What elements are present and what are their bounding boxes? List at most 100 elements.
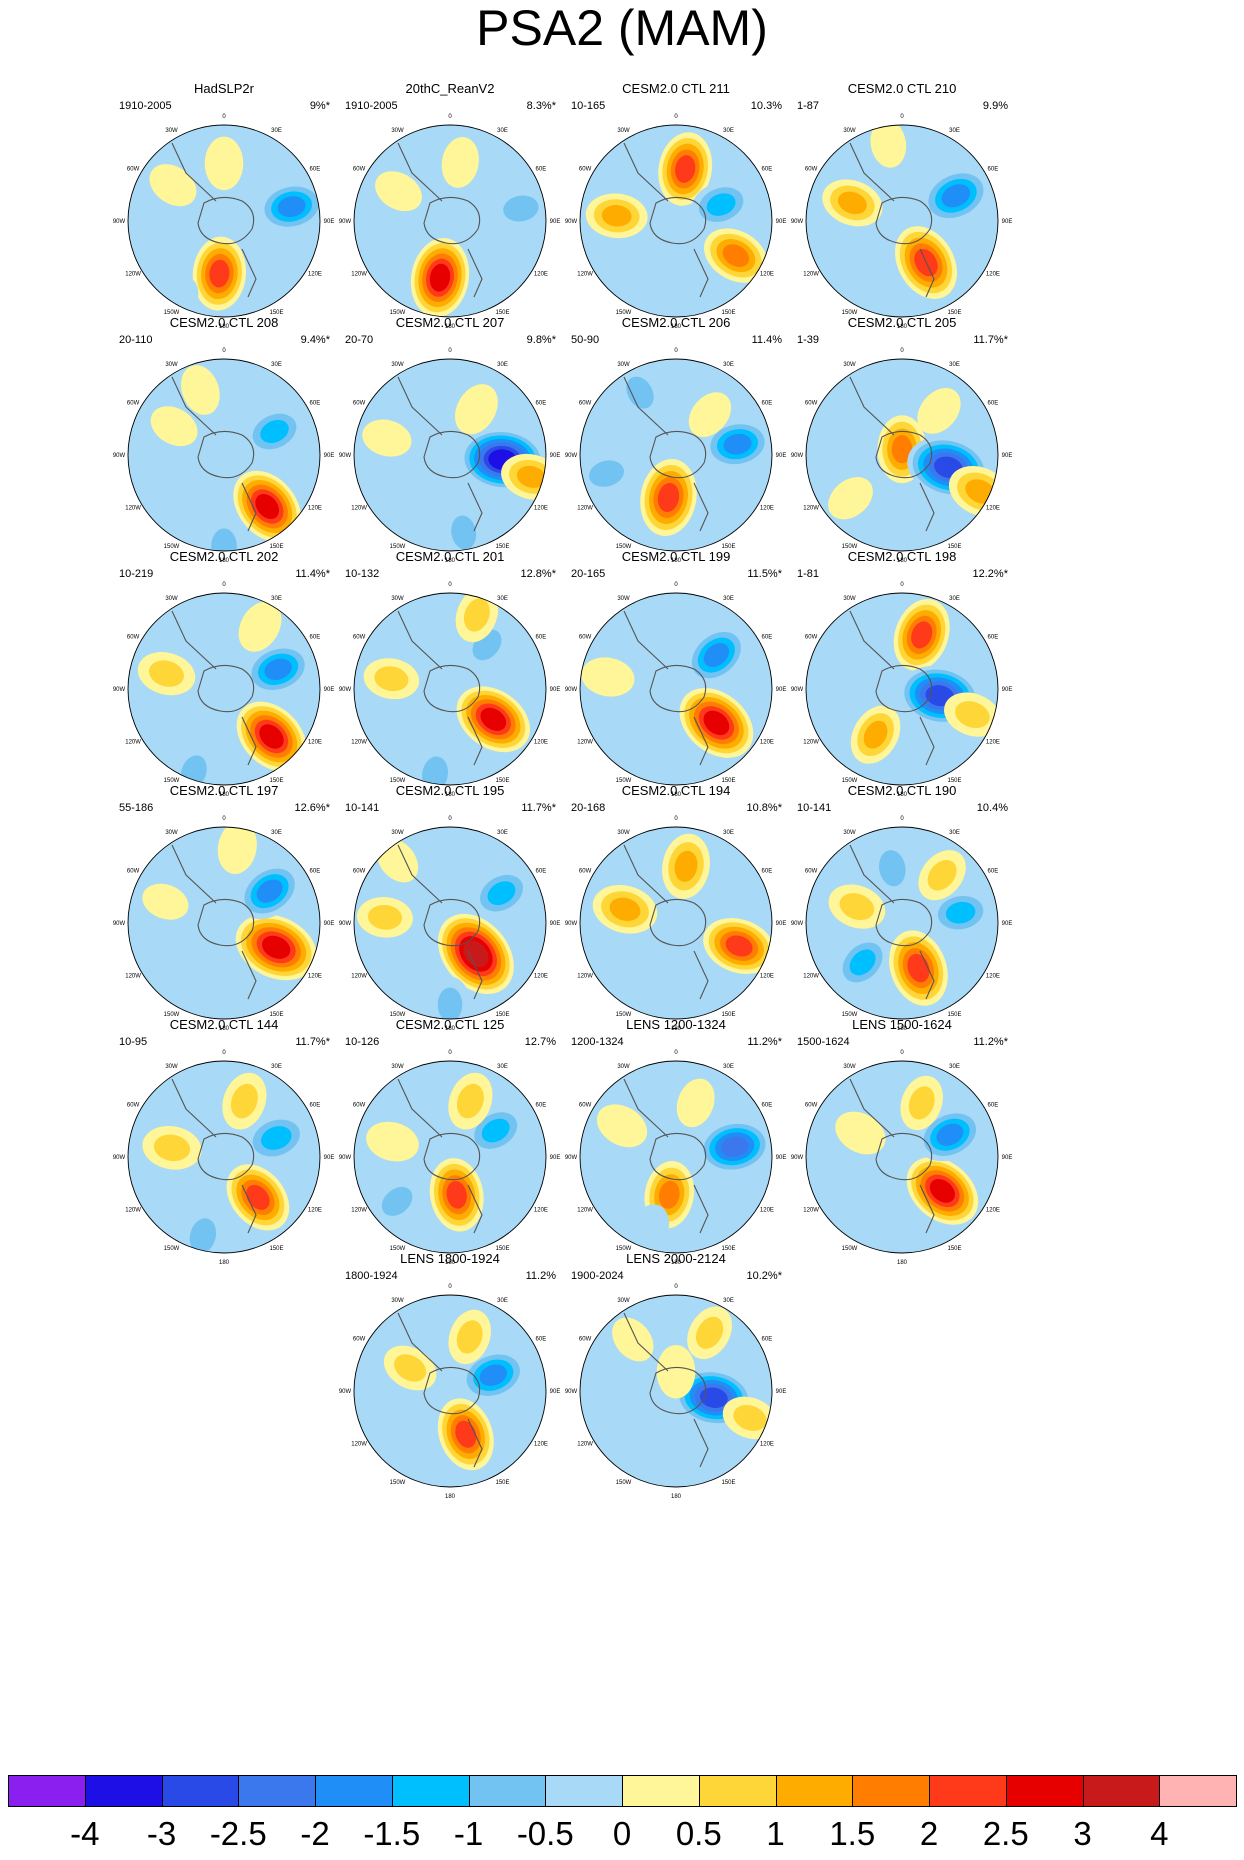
panel-period: 10-219 (119, 568, 154, 580)
longitude-label: 150W (842, 1012, 858, 1018)
panel-period: 1-39 (797, 334, 820, 346)
positive-anomaly-contour (367, 904, 403, 930)
polar-map: 0 30E 60E 90E 120E 150E 180 150W 120W 90W 60W 30W (565, 114, 787, 330)
longitude-label: 150W (616, 310, 632, 316)
longitude-label: 180 (897, 1260, 908, 1266)
positive-anomaly-contour (929, 1179, 955, 1203)
longitude-label: 150E (495, 310, 509, 316)
longitude-label: 120E (760, 974, 774, 980)
positive-anomaly-contour (394, 1354, 427, 1382)
longitude-label: 60E (762, 401, 773, 407)
colorbar-swatch (84, 1775, 163, 1807)
map-border (579, 826, 773, 1020)
longitude-label: 150E (269, 778, 283, 784)
map-border (805, 124, 999, 318)
longitude-label: 90E (324, 1155, 335, 1161)
longitude-label: 0 (222, 1050, 226, 1056)
panel-variance: 11.2%* (973, 1036, 1008, 1048)
longitude-label: 60E (762, 869, 773, 875)
panel-variance: 8.3%* (526, 100, 556, 112)
longitude-label: 120E (760, 740, 774, 746)
polar-map: 0 30E 60E 90E 120E 150E 180 150W 120W 90W 60W 30W (791, 582, 1013, 798)
map-border (805, 826, 999, 1020)
negative-anomaly-contour (451, 515, 477, 550)
longitude-label: 30E (271, 1064, 282, 1070)
polar-map: 0 30E 60E 90E 120E 150E 180 150W 120W 90W 60W 30W (565, 1284, 787, 1500)
longitude-label: 30E (723, 362, 734, 368)
coastline (849, 844, 935, 1000)
coastline (849, 142, 935, 298)
longitude-label: 60W (805, 869, 818, 875)
longitude-label: 0 (674, 816, 678, 822)
longitude-label: 150W (164, 778, 180, 784)
longitude-label: 60W (127, 635, 140, 641)
coastline (397, 1312, 483, 1468)
panel-title: CESM2.0 CTL 206 (621, 315, 731, 330)
panel-title: LENS 1500-1624 (852, 1017, 952, 1032)
positive-anomaly-contour (837, 191, 867, 215)
positive-anomaly-contour (375, 171, 422, 212)
longitude-label: 120E (534, 1208, 548, 1214)
positive-anomaly-contour (362, 419, 412, 457)
longitude-label: 90W (791, 687, 804, 693)
positive-anomaly-contour (480, 707, 507, 731)
panel-variance: 9%* (309, 100, 330, 112)
negative-anomaly-contour (277, 196, 306, 217)
longitude-label: 30E (723, 830, 734, 836)
longitude-label: 0 (900, 348, 904, 354)
polar-map: 0 30E 60E 90E 120E 150E 180 150W 120W 90W 60W 30W (791, 1050, 1013, 1266)
polar-map: 0 30E 60E 90E 120E 150E 180 150W 120W 90W 60W 30W (565, 582, 787, 798)
panel-variance: 12.7% (524, 1036, 556, 1048)
negative-anomaly-contour (260, 419, 289, 444)
coastline (171, 376, 257, 532)
longitude-label: 60W (805, 167, 818, 173)
coastline (171, 844, 257, 1000)
longitude-label: 60E (988, 1103, 999, 1109)
negative-anomaly-contour (936, 1123, 964, 1146)
map-panel: CESM2.0 CTL 197 55-186 12.6%* 0 30E 60E 90E 120… (92, 783, 356, 1048)
longitude-label: 120W (351, 272, 367, 278)
colorbar-tick-label: 4 (1150, 1815, 1169, 1852)
longitude-label: 120E (760, 1208, 774, 1214)
longitude-label: 150E (721, 310, 735, 316)
longitude-label: 0 (900, 816, 904, 822)
longitude-label: 60W (579, 1103, 592, 1109)
longitude-label: 60E (310, 1103, 321, 1109)
positive-anomaly-contour (441, 136, 479, 188)
longitude-label: 150E (495, 778, 509, 784)
colorbar-tick-label: 0 (612, 1815, 632, 1852)
longitude-label: 90W (113, 1155, 126, 1161)
longitude-label: 150E (495, 1246, 509, 1252)
longitude-label: 90W (565, 219, 578, 225)
colorbar-tick-label: -4 (70, 1815, 100, 1852)
colorbar-tick-label: 0.5 (675, 1815, 722, 1852)
longitude-label: 90E (1002, 687, 1013, 693)
panel-variance: 10.3% (750, 100, 782, 112)
positive-anomaly-contour (456, 1083, 484, 1119)
longitude-label: 180 (897, 558, 908, 564)
coastline (397, 142, 483, 298)
positive-anomaly-contour (181, 365, 220, 415)
longitude-label: 150W (842, 778, 858, 784)
panel-title: LENS 1200-1324 (626, 1017, 726, 1032)
positive-anomaly-contour (733, 1404, 767, 1431)
figure-title: PSA2 (MAM) (476, 0, 768, 56)
panel-period: 1-81 (797, 568, 820, 580)
panel-variance: 11.7%* (521, 802, 556, 814)
negative-anomaly-contour (219, 981, 259, 1019)
longitude-label: 150W (164, 310, 180, 316)
negative-anomaly-contour (487, 881, 516, 906)
positive-anomaly-contour (863, 720, 888, 749)
longitude-label: 60W (805, 1103, 818, 1109)
coastline (397, 844, 483, 1000)
positive-anomaly-contour (609, 897, 641, 921)
longitude-label: 30E (497, 1064, 508, 1070)
panel-period: 1900-2024 (571, 1270, 624, 1282)
longitude-label: 90E (1002, 219, 1013, 225)
longitude-label: 30E (949, 830, 960, 836)
positive-anomaly-contour (446, 1181, 467, 1209)
longitude-label: 120W (803, 272, 819, 278)
longitude-label: 90W (113, 219, 126, 225)
positive-anomaly-contour (204, 136, 244, 191)
coastline (397, 610, 483, 766)
